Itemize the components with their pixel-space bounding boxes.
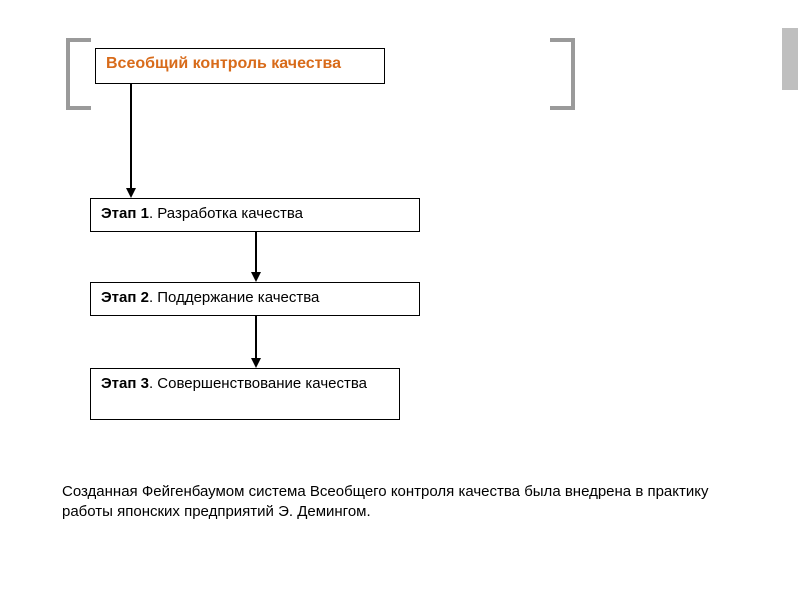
- title-bracket-right: [550, 38, 575, 110]
- stage-text: . Разработка качества: [149, 205, 303, 222]
- title-bracket-left: [66, 38, 91, 110]
- title-box: Всеобщий контроль качества: [95, 48, 385, 84]
- stage-box-2: Этап 2. Поддержание качества: [90, 282, 420, 316]
- stage-text: . Поддержание качества: [149, 289, 319, 306]
- slide-canvas: Всеобщий контроль качества Этап 1. Разра…: [0, 0, 800, 600]
- stage-text: . Совершенствование качества: [149, 375, 367, 392]
- arrow: [255, 316, 257, 358]
- edge-stripe: [792, 28, 798, 90]
- arrow-head-icon: [126, 188, 136, 198]
- stage-label: Этап 1: [101, 205, 149, 222]
- caption-content: Созданная Фейгенбаумом система Всеобщего…: [62, 483, 708, 520]
- caption-text: Созданная Фейгенбаумом система Всеобщего…: [62, 482, 742, 523]
- stage-label: Этап 2: [101, 289, 149, 306]
- stage-box-1: Этап 1. Разработка качества: [90, 198, 420, 232]
- arrow-head-icon: [251, 272, 261, 282]
- stage-box-3: Этап 3. Совершенствование качества: [90, 368, 400, 420]
- edge-stripe: [782, 28, 792, 90]
- title-text: Всеобщий контроль качества: [106, 55, 341, 72]
- arrow: [255, 232, 257, 272]
- arrow: [130, 84, 132, 188]
- stage-label: Этап 3: [101, 375, 149, 392]
- arrow-head-icon: [251, 358, 261, 368]
